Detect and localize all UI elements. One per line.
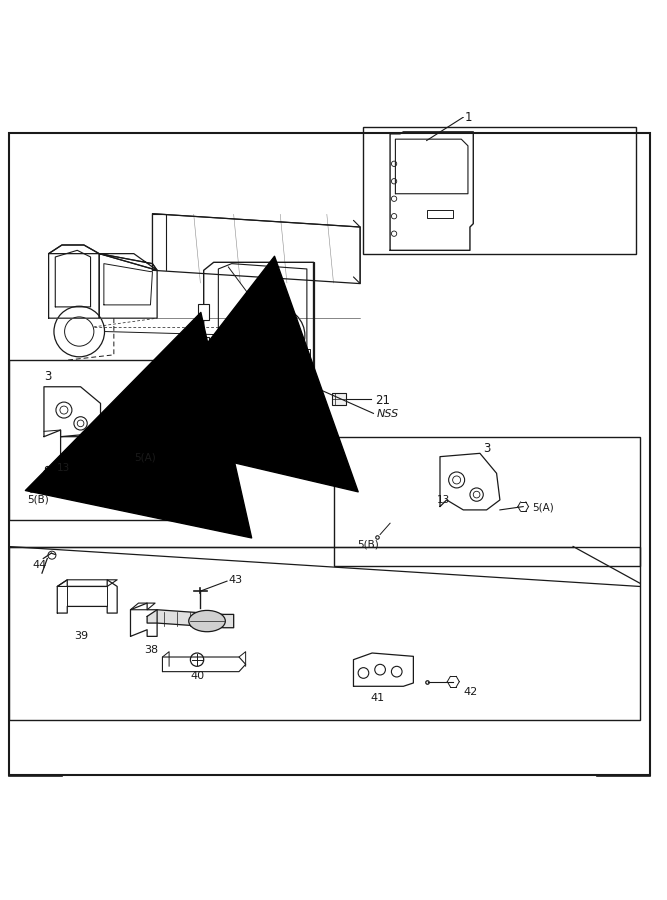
Bar [331, 393, 346, 405]
Text: 5(B): 5(B) [357, 539, 379, 550]
Text: 21: 21 [375, 393, 390, 407]
Text: 40: 40 [190, 671, 204, 681]
Text: 42: 42 [464, 687, 478, 697]
Text: 43: 43 [228, 575, 243, 585]
Text: 3: 3 [44, 370, 51, 383]
Bar [9, 360, 215, 520]
Bar [9, 546, 640, 720]
Bar [364, 127, 636, 254]
Bar [427, 210, 454, 219]
Text: 5(A): 5(A) [532, 503, 554, 513]
Text: 13: 13 [437, 495, 450, 505]
Polygon shape [147, 609, 233, 627]
Text: 38: 38 [144, 644, 158, 654]
Text: 41: 41 [370, 693, 384, 703]
Ellipse shape [189, 610, 225, 632]
Text: 44: 44 [32, 560, 46, 571]
Text: 5(A): 5(A) [134, 453, 155, 463]
Bar [334, 436, 640, 566]
Text: 39: 39 [74, 632, 88, 642]
Text: 13: 13 [57, 463, 71, 473]
Text: 1: 1 [465, 111, 472, 123]
Text: 3: 3 [484, 442, 491, 454]
Bar [287, 349, 310, 356]
Bar [198, 303, 209, 320]
Text: NSS: NSS [377, 410, 399, 419]
Bar [198, 337, 209, 354]
Text: 5(B): 5(B) [27, 495, 49, 505]
